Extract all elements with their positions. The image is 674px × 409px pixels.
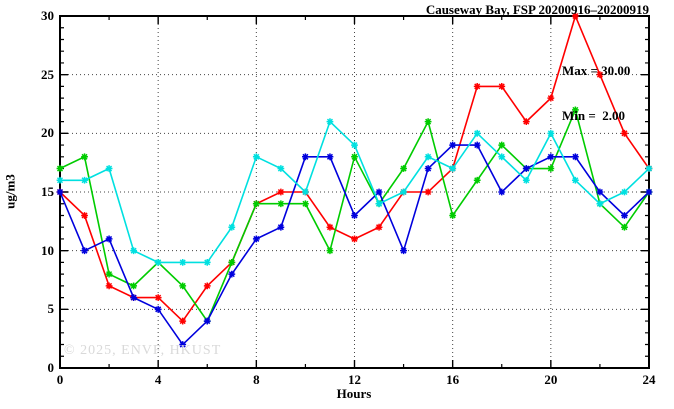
minor-ticks (60, 16, 649, 368)
min-value-label: Min = 2.00 (562, 108, 626, 123)
y-tick-label: 20 (41, 125, 54, 141)
x-tick-label: 0 (56, 372, 64, 387)
markers-series-cyan (56, 118, 653, 266)
x-tick-label: 20 (544, 372, 558, 387)
x-tick-label: 4 (154, 372, 162, 387)
x-tick-label: 12 (348, 372, 361, 387)
max-min-annotation: Max = 30.00 Min = 2.00 (562, 33, 630, 153)
x-tick-label: 8 (253, 372, 260, 387)
y-tick-label: 0 (47, 360, 55, 375)
x-tick-label: 16 (446, 372, 460, 387)
y-tick-label: 30 (41, 8, 54, 23)
watermark: © 2025, ENVF, HKUST (64, 343, 222, 358)
x-tick-label: 24 (642, 372, 656, 387)
y-tick-label: 25 (41, 66, 54, 82)
y-tick-label: 15 (41, 184, 54, 199)
y-tick-label: 5 (47, 301, 55, 317)
y-tick-label: 10 (41, 242, 54, 258)
x-axis-label: Hours (336, 386, 372, 401)
max-value-label: Max = 30.00 (562, 63, 631, 78)
markers-series-blue (56, 141, 653, 348)
y-axis-label: ug/m3 (2, 174, 18, 209)
chart-title: Causeway Bay, FSP 20200916–20200919 (425, 2, 649, 17)
